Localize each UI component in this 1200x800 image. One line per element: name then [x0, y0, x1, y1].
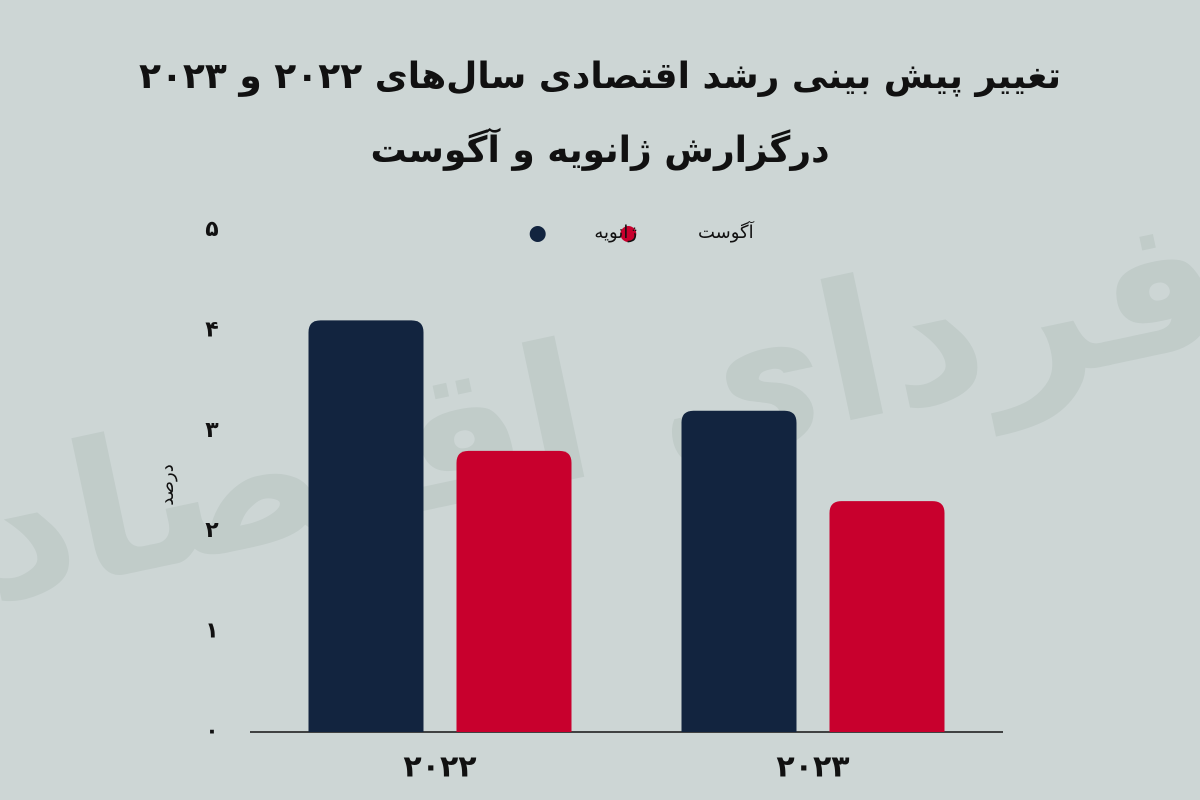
bar	[829, 501, 945, 732]
legend-swatch	[620, 226, 637, 242]
legend-label: ژانویه	[594, 222, 637, 243]
y-tick-label: ۵	[205, 217, 218, 242]
y-tick-label: ۲	[205, 518, 219, 543]
y-tick-label: ۰	[205, 719, 218, 744]
y-tick-label: ۱	[205, 619, 218, 644]
bar	[456, 450, 572, 732]
x-tick-label: ۲۰۲۲	[403, 750, 476, 785]
legend-swatch	[529, 226, 546, 242]
y-tick-label: ۳	[205, 418, 219, 443]
bar	[681, 410, 797, 732]
chart-title: تغییر پیش بینی رشد اقتصادی سال‌های ۲۰۲۲ …	[139, 56, 1061, 97]
bar	[308, 320, 424, 732]
y-axis-label: درصد	[157, 464, 178, 505]
chart-subtitle: درگزارش ژانویه و آگوست	[370, 127, 829, 171]
legend-label: آگوست	[698, 220, 755, 243]
y-tick-label: ۴	[205, 317, 218, 342]
x-tick-label: ۲۰۲۳	[776, 750, 849, 785]
